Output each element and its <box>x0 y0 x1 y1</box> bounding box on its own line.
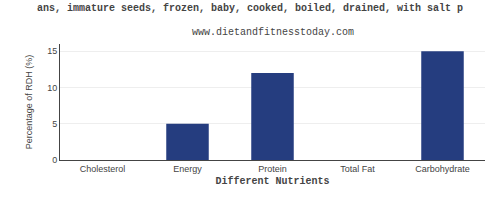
svg-text:Carbohydrate: Carbohydrate <box>415 164 470 174</box>
svg-text:Total Fat: Total Fat <box>340 164 375 174</box>
svg-text:Energy: Energy <box>173 164 202 174</box>
svg-text:10: 10 <box>47 83 57 93</box>
svg-text:5: 5 <box>52 119 57 129</box>
svg-text:ans, immature seeds, frozen, b: ans, immature seeds, frozen, baby, cooke… <box>37 3 463 14</box>
svg-text:www.dietandfitnesstoday.com: www.dietandfitnesstoday.com <box>192 27 354 38</box>
svg-text:15: 15 <box>47 46 57 56</box>
svg-text:0: 0 <box>52 155 57 165</box>
svg-text:Percentage of RDH (%): Percentage of RDH (%) <box>24 55 34 150</box>
svg-text:Different Nutrients: Different Nutrients <box>215 176 329 187</box>
svg-text:Cholesterol: Cholesterol <box>80 164 126 174</box>
svg-text:Protein: Protein <box>258 164 287 174</box>
